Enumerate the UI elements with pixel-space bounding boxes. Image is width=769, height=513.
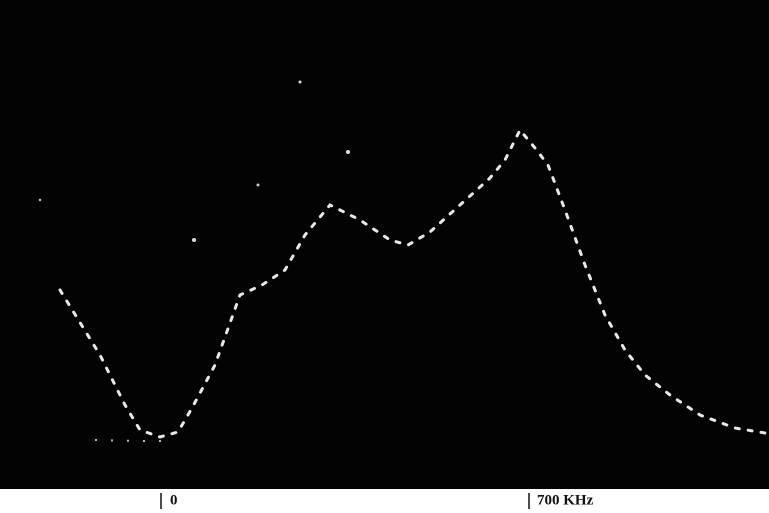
screen [0, 0, 769, 489]
speck [257, 184, 260, 187]
speck [346, 150, 350, 154]
oscilloscope-photo: 0 700 KHz [0, 0, 769, 513]
speck [299, 81, 302, 84]
speck [39, 199, 41, 201]
speck [192, 238, 196, 242]
page: 0 700 KHz (() => { const data = JSON.par… [0, 0, 769, 513]
end-label: 700 KHz [537, 492, 594, 508]
origin-label: 0 [170, 492, 178, 508]
